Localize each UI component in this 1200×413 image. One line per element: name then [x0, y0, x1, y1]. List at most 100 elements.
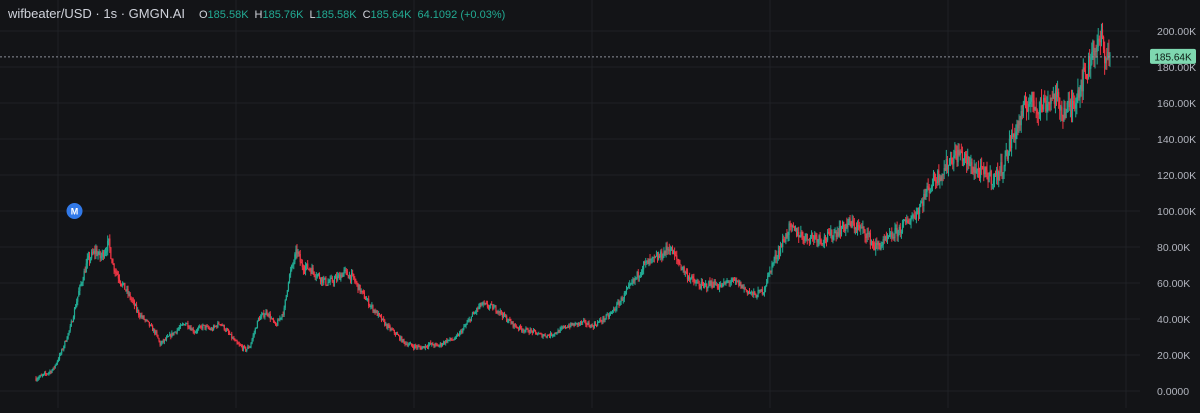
candle-body	[125, 289, 127, 291]
candle	[277, 318, 279, 327]
candle	[775, 250, 777, 264]
candle-body	[529, 329, 531, 334]
candle-body	[420, 347, 422, 350]
candle-body	[856, 225, 859, 231]
candle	[302, 264, 305, 275]
candle-body	[1027, 109, 1029, 112]
candle-body	[709, 281, 711, 285]
candle	[684, 270, 686, 277]
candle	[230, 333, 232, 335]
candle	[357, 282, 359, 294]
candle	[378, 312, 380, 317]
candle-body	[785, 233, 787, 242]
candle	[794, 225, 797, 232]
candle	[741, 284, 743, 289]
candle-body	[286, 290, 288, 295]
candle-body	[737, 280, 739, 282]
candle-body	[119, 281, 122, 284]
candle	[348, 271, 351, 280]
candle-body	[939, 177, 941, 182]
y-tick-label: 200.00K	[1157, 26, 1196, 38]
candle	[769, 266, 771, 278]
candle-body	[186, 323, 188, 325]
candle	[615, 306, 617, 313]
candle	[992, 173, 995, 190]
candle	[784, 237, 786, 243]
candle-body	[830, 229, 832, 236]
candle-body	[733, 279, 736, 281]
candle	[1021, 104, 1023, 120]
candle	[184, 324, 186, 326]
candle	[406, 341, 408, 347]
candle	[967, 148, 969, 171]
candle	[352, 269, 354, 277]
candle-body	[885, 236, 888, 239]
price-axis[interactable]: 200.00K180.00K160.00K140.00K120.00K100.0…	[1150, 26, 1196, 398]
candle	[125, 289, 127, 292]
candle	[106, 246, 108, 257]
candle-body	[915, 212, 917, 220]
candle	[999, 166, 1001, 181]
candle-body	[184, 324, 186, 326]
candle	[306, 263, 308, 271]
candle-body	[220, 324, 222, 326]
candle-body	[580, 321, 583, 324]
candle-body	[266, 311, 268, 314]
candle	[1068, 91, 1070, 111]
candle-body	[281, 314, 283, 318]
candle-body	[699, 286, 701, 289]
candle-body	[76, 301, 78, 308]
candle	[514, 322, 516, 328]
candle-body	[628, 285, 630, 288]
candle	[334, 274, 337, 279]
candle	[699, 283, 701, 290]
candle-body	[897, 229, 899, 237]
candle	[417, 344, 419, 350]
candle-body	[528, 332, 530, 334]
candle-body	[746, 290, 748, 294]
migration-marker-icon[interactable]: M	[66, 203, 83, 219]
candle	[593, 321, 595, 329]
candle	[362, 289, 364, 294]
candle	[276, 323, 278, 327]
candle	[953, 149, 955, 172]
candle	[110, 247, 112, 260]
candle-body	[480, 303, 482, 306]
candle	[288, 273, 291, 284]
symbol-title[interactable]: wifbeater/USD · 1s · GMGN.AI	[8, 6, 185, 21]
candle	[431, 342, 433, 347]
candle-body	[349, 274, 352, 281]
candle-body	[271, 318, 274, 320]
candle	[312, 265, 314, 275]
candle-body	[816, 236, 818, 243]
candle	[1009, 135, 1012, 152]
candle	[594, 321, 597, 326]
candle-body	[561, 327, 563, 329]
candle-body	[57, 359, 60, 362]
candle	[526, 327, 528, 330]
candle-body	[35, 378, 37, 381]
candle	[278, 318, 280, 321]
candle	[137, 307, 139, 314]
candle	[303, 265, 306, 275]
candle	[886, 233, 889, 244]
candle-body	[852, 220, 854, 224]
candle	[974, 163, 976, 179]
candle-body	[348, 274, 351, 279]
candle	[203, 324, 205, 326]
candle	[720, 281, 722, 288]
candle	[126, 285, 128, 294]
candle	[829, 228, 831, 236]
candle	[69, 323, 71, 333]
candle	[562, 325, 564, 329]
candle	[155, 330, 157, 336]
candle-body	[1043, 97, 1045, 110]
candle-body	[926, 186, 928, 192]
candle-body	[309, 268, 311, 270]
candle	[195, 329, 198, 334]
candle-body	[1020, 111, 1022, 126]
candle	[912, 213, 914, 222]
candle	[399, 335, 401, 342]
